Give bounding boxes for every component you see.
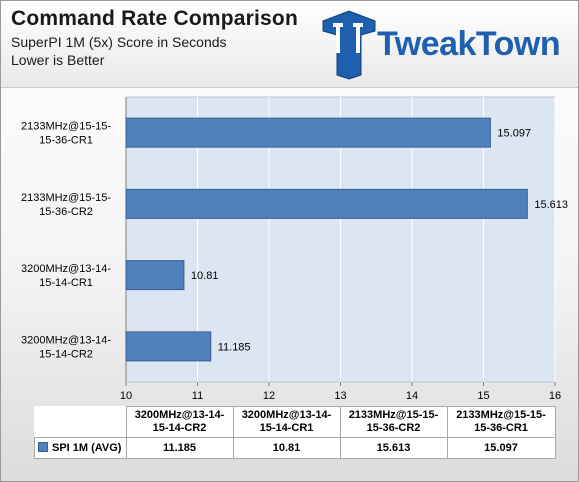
bar-value-label: 15.097	[497, 128, 531, 140]
category-label-line: 3200MHz@13-14-	[21, 263, 111, 275]
data-table: 3200MHz@13-14- 15-14-CR2 3200MHz@13-14- …	[34, 406, 556, 459]
data-table-column-header: 3200MHz@13-14- 15-14-CR1	[232, 406, 341, 438]
data-table-header-row: 3200MHz@13-14- 15-14-CR2 3200MHz@13-14- …	[34, 406, 556, 438]
x-tick-label: 16	[549, 390, 561, 402]
column-header-line: 15-36-CR2	[366, 422, 421, 434]
series-name: SPI 1M (AVG)	[52, 441, 122, 454]
column-header-line: 15-36-CR1	[474, 422, 528, 434]
chart-note: Lower is Better	[11, 52, 105, 68]
bars	[125, 117, 528, 362]
legend-key-icon	[38, 441, 48, 452]
bar-value-label: 15.613	[534, 199, 568, 211]
category-label: 3200MHz@13-14- 15-14-CR2	[21, 334, 111, 360]
data-table-value-row: SPI 1M (AVG) 11.185 10.81 15.613 15.097	[34, 437, 556, 459]
category-label: 2133MHz@15-15- 15-36-CR2	[21, 192, 111, 218]
x-tick-label: 12	[263, 390, 275, 402]
column-header-line: 3200MHz@13-14-	[241, 409, 332, 421]
data-table-value: 11.185	[125, 437, 234, 459]
chart-subtitle: SuperPI 1M (5x) Score in Seconds	[11, 34, 227, 50]
bar-value-label: 10.81	[191, 270, 219, 282]
category-label-line: 3200MHz@13-14-	[21, 334, 111, 346]
column-header-line: 15-14-CR1	[259, 422, 314, 434]
data-table-corner	[34, 406, 127, 438]
x-tick-label: 13	[334, 390, 346, 402]
column-header-line: 2133MHz@15-15-	[456, 409, 546, 421]
data-table-series-label: SPI 1M (AVG)	[34, 437, 127, 459]
tweaktown-logo: TweakTown	[319, 7, 577, 81]
column-header-line: 2133MHz@15-15-	[348, 409, 439, 421]
category-label-line: 2133MHz@15-15-	[21, 121, 111, 133]
category-label-line: 15-14-CR2	[39, 348, 93, 360]
category-label: 3200MHz@13-14- 15-14-CR1	[21, 263, 111, 289]
category-label: 2133MHz@15-15- 15-36-CR1	[21, 121, 111, 147]
data-table-value: 15.097	[446, 437, 556, 459]
data-table-column-header: 3200MHz@13-14- 15-14-CR2	[125, 406, 234, 438]
category-label-line: 15-36-CR1	[39, 135, 93, 147]
tweaktown-logo-icon	[322, 10, 376, 80]
x-tick-label: 10	[120, 390, 132, 402]
bar	[125, 188, 528, 219]
column-header-line: 3200MHz@13-14-	[134, 409, 225, 421]
category-label-line: 15-14-CR1	[39, 277, 93, 289]
bar	[125, 260, 185, 291]
x-tick-label: 14	[406, 390, 418, 402]
x-axis-tick-labels: 10 11 12 13 14 15 16	[120, 382, 561, 402]
bar	[125, 117, 491, 148]
data-table-column-header: 2133MHz@15-15- 15-36-CR1	[446, 406, 556, 438]
category-label-line: 2133MHz@15-15-	[21, 192, 111, 204]
bar-value-labels: 15.097 15.613 10.81 11.185	[191, 128, 568, 354]
x-tick-label: 11	[192, 390, 203, 402]
logo-text: TweakTown	[377, 25, 561, 63]
chart-title: Command Rate Comparison	[11, 7, 298, 30]
x-tick-label: 15	[477, 390, 489, 402]
data-table-value: 10.81	[232, 437, 341, 459]
category-labels: 2133MHz@15-15- 15-36-CR1 2133MHz@15-15- 15-…	[21, 121, 111, 361]
bar	[125, 331, 212, 362]
column-header-line: 15-14-CR2	[152, 422, 207, 434]
data-table-column-header: 2133MHz@15-15- 15-36-CR2	[339, 406, 448, 438]
bar-value-label: 11.185	[218, 341, 251, 353]
chart-header: Command Rate Comparison SuperPI 1M (5x) …	[1, 1, 578, 88]
data-table-value: 15.613	[339, 437, 448, 459]
category-label-line: 15-36-CR2	[39, 206, 93, 218]
